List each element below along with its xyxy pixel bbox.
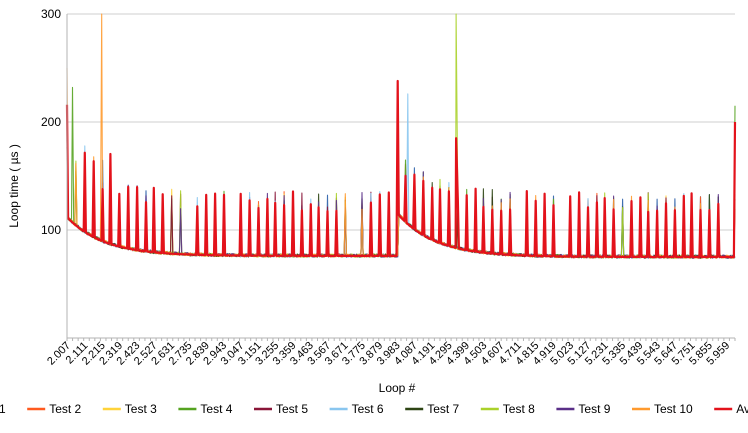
legend-item-test-7: Test 7 xyxy=(405,402,460,416)
legend-label: Test 1 xyxy=(0,402,6,416)
grid-layer xyxy=(67,13,735,231)
plot-layer xyxy=(65,13,737,259)
legend-label: Test 8 xyxy=(503,402,535,416)
legend-label: Test 9 xyxy=(578,402,610,416)
legend-item-test-8: Test 8 xyxy=(480,402,535,416)
series-line-test-7 xyxy=(66,146,736,259)
series-line-test-2 xyxy=(66,163,736,259)
legend-item-test-1: Test 1 xyxy=(0,402,6,416)
legend-item-test-10: Test 10 xyxy=(632,402,693,416)
legend-item-test-5: Test 5 xyxy=(254,402,308,416)
series-line-test-3 xyxy=(66,133,736,259)
legend: Test 1 Test 2 Test 3 Test 4 Test 5 Test 6 Test… xyxy=(0,402,748,416)
legend-item-average: Average xyxy=(714,402,748,416)
series-line-test-10 xyxy=(66,13,736,259)
legend-item-test-6: Test 6 xyxy=(329,402,384,416)
series-line-test-6 xyxy=(66,93,736,259)
legend-item-test-2: Test 2 xyxy=(27,402,82,416)
legend-label: Average xyxy=(736,402,748,416)
legend-label: Test 5 xyxy=(276,402,308,416)
legend-label: Test 2 xyxy=(49,402,81,416)
series-line-test-1 xyxy=(66,127,736,259)
legend-label: Test 4 xyxy=(200,402,232,416)
series-line-test-4 xyxy=(66,86,736,259)
legend-label: Test 6 xyxy=(352,402,384,416)
series-line-test-8 xyxy=(66,13,736,259)
y-tick-label: 200 xyxy=(41,115,61,129)
series-line-average xyxy=(65,79,737,259)
legend-item-test-3: Test 3 xyxy=(102,402,157,416)
legend-label: Test 3 xyxy=(125,402,157,416)
x-axis-title: Loop # xyxy=(379,381,416,395)
legend-label: Test 7 xyxy=(427,402,459,416)
y-tick-label: 300 xyxy=(41,7,61,21)
axis-layer: 1002003002.0072.1112.2152.3192.4232.5272… xyxy=(41,7,736,368)
legend-label: Test 10 xyxy=(654,402,693,416)
y-axis-title: Loop time ( µs ) xyxy=(7,144,21,228)
y-tick-label: 100 xyxy=(41,223,61,237)
legend-item-test-9: Test 9 xyxy=(556,402,611,416)
series-line-test-9 xyxy=(66,139,736,259)
legend-item-test-4: Test 4 xyxy=(178,402,233,416)
